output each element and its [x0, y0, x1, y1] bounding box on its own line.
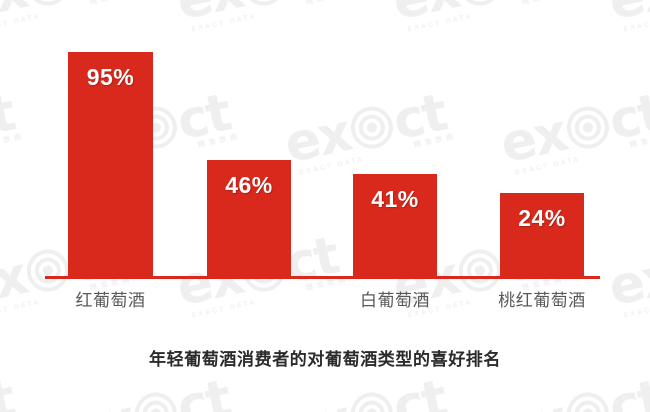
bar-value-label: 46% [225, 172, 273, 198]
x-axis-line [45, 276, 600, 279]
bar: 46% [207, 160, 291, 277]
bar: 95% [68, 52, 153, 277]
chart-title: 年轻葡萄酒消费者的对葡萄酒类型的喜好排名 [149, 350, 501, 370]
category-label: 桃红葡萄酒 [498, 291, 586, 311]
bar: 41% [353, 174, 437, 277]
category-label: 白葡萄酒 [360, 291, 430, 311]
bar-value-label: 24% [518, 205, 566, 231]
bar-value-label: 95% [86, 64, 135, 90]
bar: 24% [500, 193, 584, 277]
bar-value-label: 41% [371, 186, 419, 212]
category-label: 红葡萄酒 [75, 291, 146, 311]
